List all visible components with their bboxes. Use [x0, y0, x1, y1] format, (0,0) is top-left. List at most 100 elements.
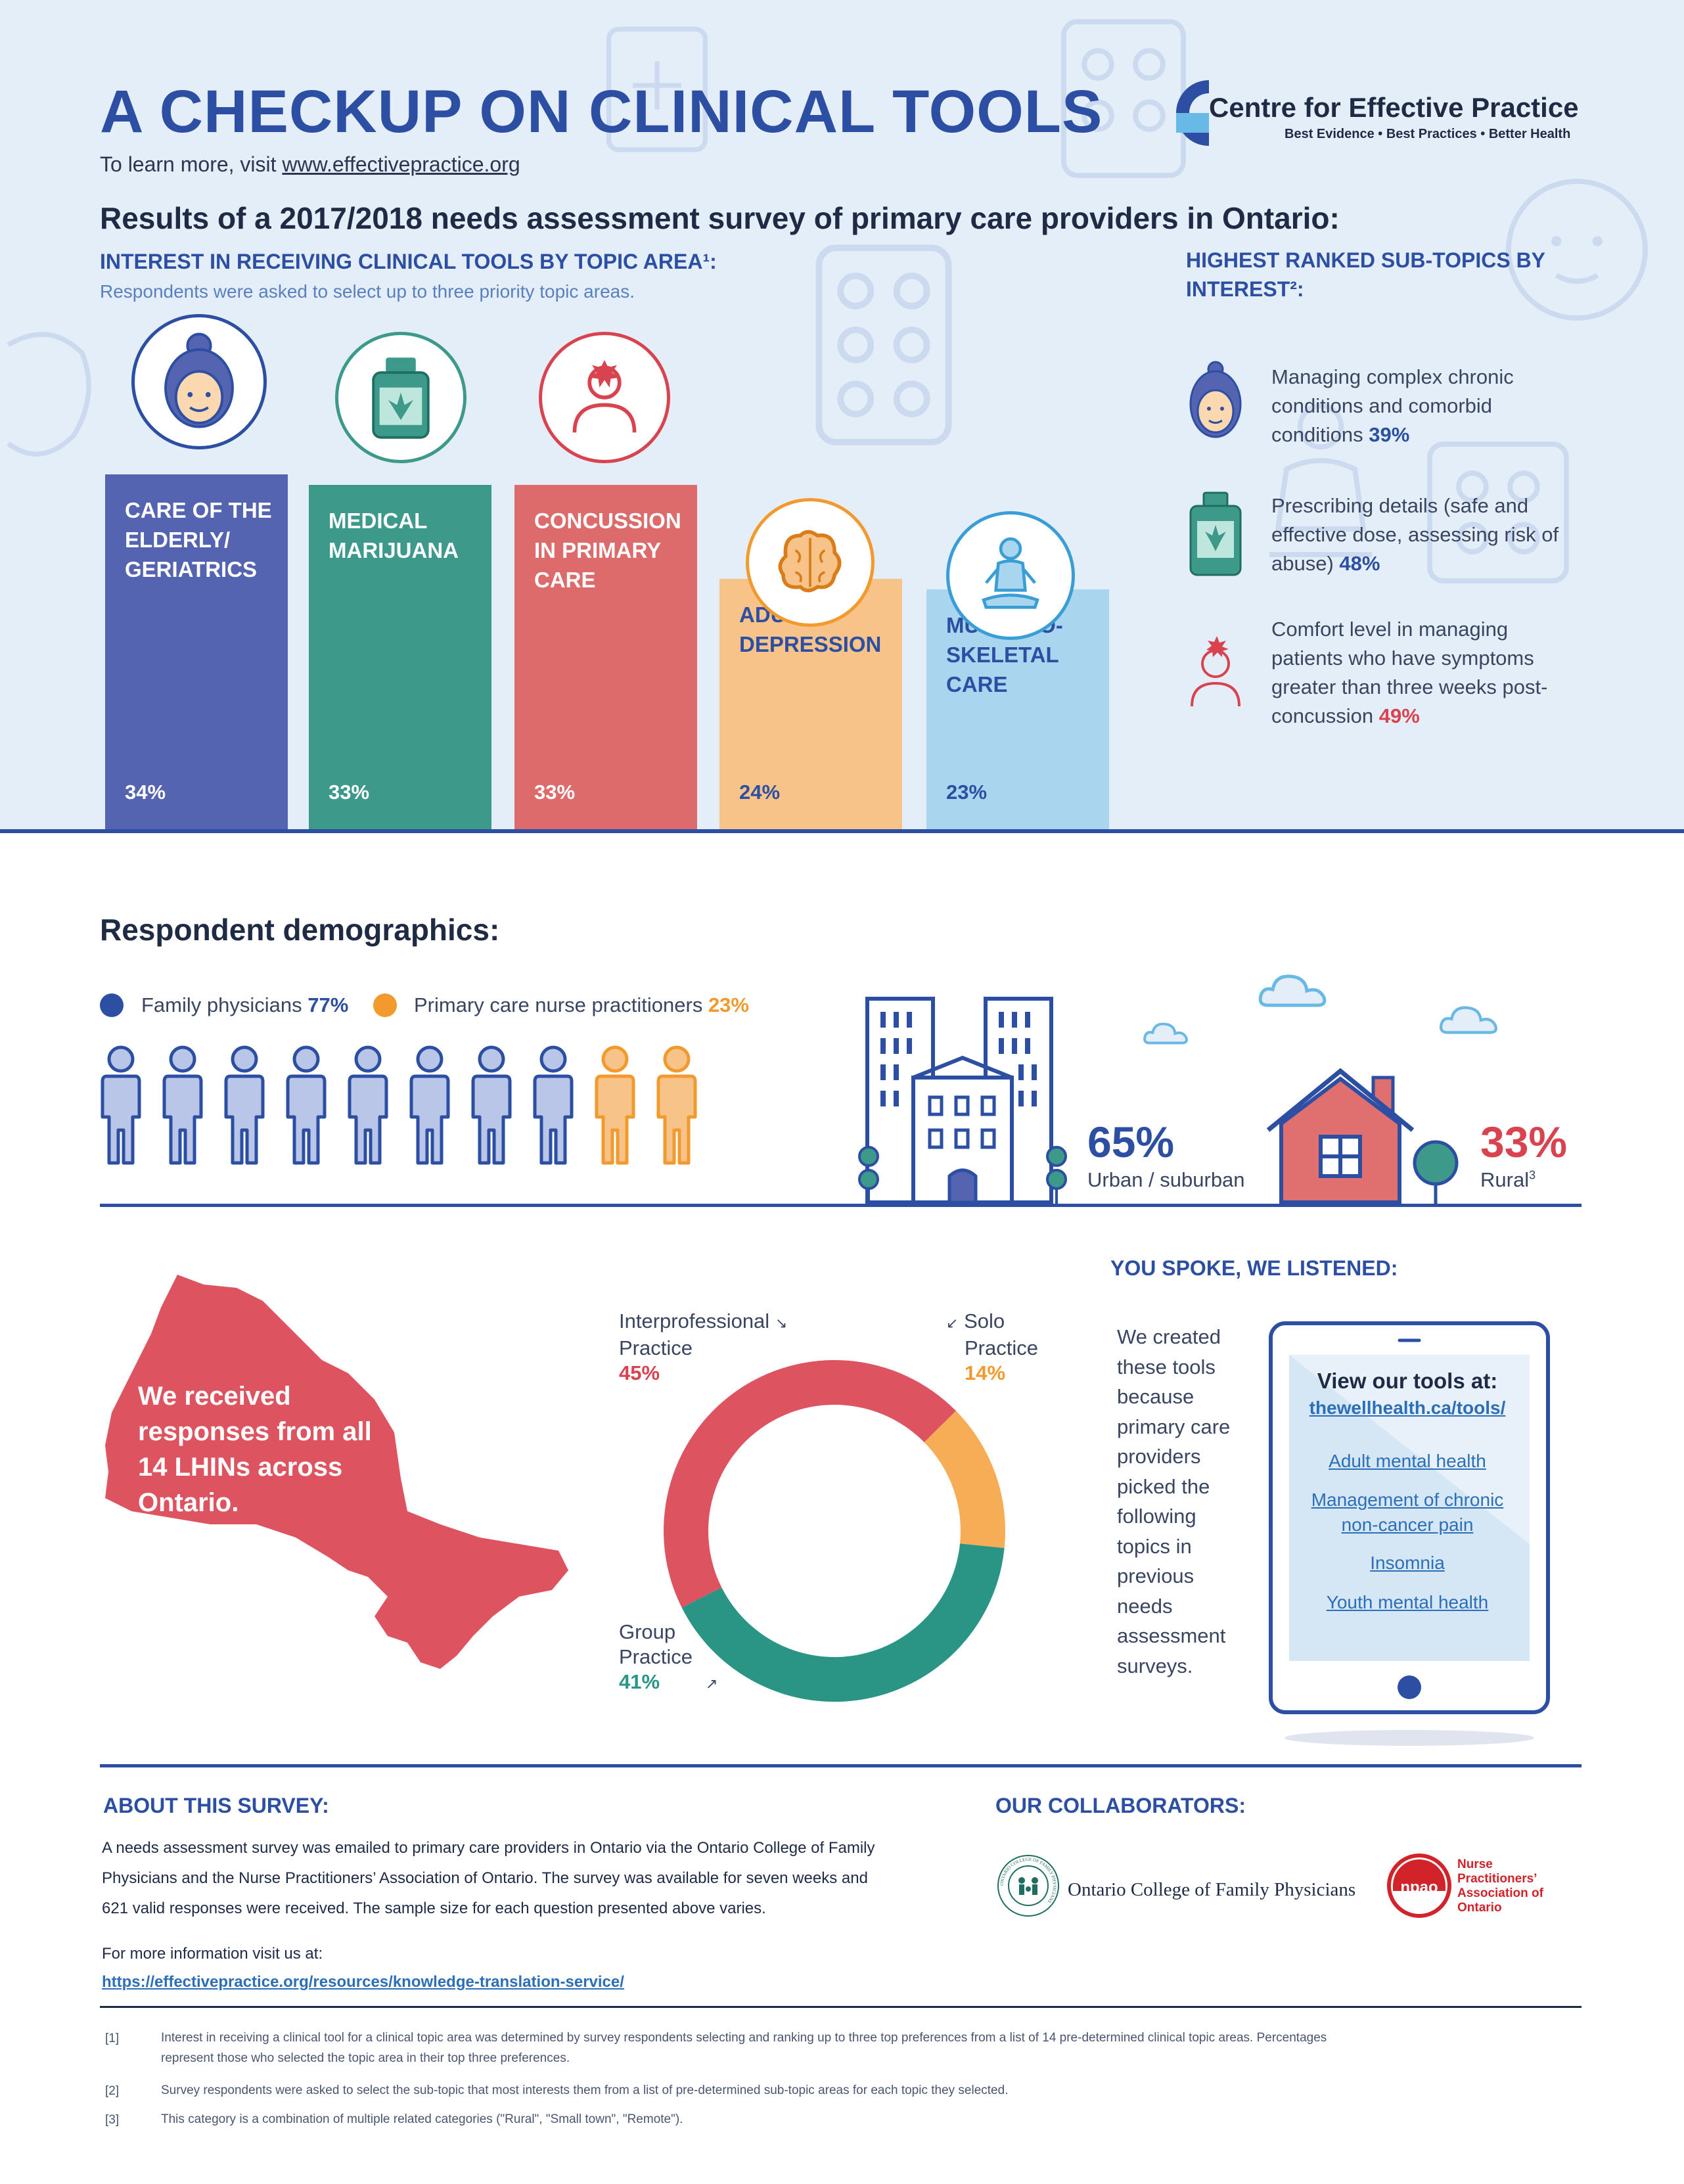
family-physician-legend-dot [100, 993, 124, 1017]
you-spoke-line: topics in [1117, 1534, 1192, 1558]
footnote-line: represent those who selected the topic a… [161, 2051, 570, 2065]
you-spoke-line: these tools [1117, 1355, 1216, 1378]
rural-label: Rural3 [1480, 1168, 1536, 1192]
you-spoke-line: needs [1117, 1594, 1173, 1618]
nurse-practitioner-legend-dot [373, 993, 397, 1017]
lhin-line: 14 LHINs across [138, 1453, 343, 1482]
arrow-icon: ↗ [706, 1675, 718, 1692]
footnote-text: Interest in receiving a clinical tool fo… [161, 2028, 1574, 2068]
you-spoke-line: assessment [1117, 1624, 1226, 1647]
tree-icon [1413, 1140, 1459, 1206]
subtopic-heading-line2: INTEREST²: [1186, 277, 1304, 301]
face-bg-icon [1506, 179, 1648, 321]
more-info-label: For more information visit us at: [102, 1945, 323, 1963]
subtopic-tail: concussion [1271, 704, 1379, 727]
np-pct: 23% [708, 993, 749, 1016]
subtopic-tail: abuse) [1271, 552, 1340, 575]
view-tools-heading: View our tools at: [1317, 1369, 1498, 1393]
section-divider [0, 829, 1684, 833]
you-spoke-heading: YOU SPOKE, WE LISTENED: [1110, 1256, 1398, 1280]
about-line: 621 valid responses were received. The s… [102, 1900, 766, 1917]
footnote-number: [1] [105, 2032, 120, 2045]
tool-link-adult-mental-health[interactable]: Adult mental health [1289, 1449, 1526, 1474]
you-spoke-line: primary care [1117, 1415, 1231, 1438]
you-spoke-line: picked the [1117, 1474, 1210, 1498]
bar-category-line: CARE OF THE [125, 498, 272, 522]
bar-category-line: ELDERLY/ [125, 528, 231, 552]
org-name: Centre for Effective Practice [1209, 92, 1579, 123]
ontario-map [105, 1275, 568, 1669]
interprofessional-line-text: Interprofessional [619, 1309, 770, 1332]
nurse-practitioner-person-icon [656, 1045, 697, 1165]
fp-pct: 77% [307, 993, 349, 1016]
subtopic-heading-line1: HIGHEST RANKED SUB-TOPICS BY [1186, 248, 1546, 272]
tool-link-insomnia[interactable]: Insomnia [1289, 1551, 1526, 1576]
cannabis-bottle-icon [335, 332, 467, 463]
people-pictogram [99, 1045, 710, 1170]
pill-pack-bg-icon [1427, 442, 1569, 583]
brain-icon [746, 498, 875, 627]
topic-area-subheading: Respondents were asked to select up to t… [100, 281, 635, 302]
bar-category-line: GERIATRICS [125, 557, 258, 581]
subtopic-line: conditions and comorbid [1271, 394, 1493, 417]
family-physician-person-icon [348, 1045, 388, 1165]
about-line: A needs assessment survey was emailed to… [102, 1839, 875, 1857]
ocfp-name: Ontario College of Family Physicians [1068, 1879, 1356, 1900]
subtopic-line-last: concussion 49% [1271, 702, 1547, 731]
tablet-shadow [1285, 1730, 1534, 1746]
solo-label: ↙ Solo Practice 14% [946, 1309, 1038, 1386]
bar-value-label: 33% [329, 781, 370, 804]
kts-link[interactable]: https://effectivepractice.org/resources/… [102, 1973, 624, 1991]
bar-value-label: 23% [946, 781, 988, 804]
brain-bg-icon [7, 332, 91, 457]
lhin-line: We received [138, 1382, 291, 1411]
footnote-text: This category is a combination of multip… [161, 2109, 1574, 2129]
you-spoke-line: because [1117, 1385, 1195, 1408]
rural-pct: 33% [1480, 1118, 1568, 1166]
bar-2: MEDICAL MARIJUANA 33% [309, 485, 491, 829]
elderly-woman-icon [1189, 361, 1242, 438]
bar-3: CONCUSSION IN PRIMARY CARE 33% [514, 485, 697, 829]
you-spoke-line: We created [1117, 1325, 1221, 1348]
lhin-statement: We received responses from all 14 LHINs … [138, 1378, 372, 1520]
subtopic-line-last: abuse) 48% [1271, 549, 1559, 578]
donut-slice-group [681, 1543, 1005, 1702]
bar-category-line: CARE [534, 568, 596, 592]
bar-category-line: CONCUSSION [534, 509, 681, 533]
cloud-icon [1439, 1006, 1497, 1034]
family-physician-person-icon [224, 1045, 265, 1165]
group-line: Practice [619, 1645, 693, 1668]
lhin-line: responses from all [138, 1417, 372, 1446]
results-heading: Results of a 2017/2018 needs assessment … [100, 201, 1340, 235]
npao-line: Association of [1457, 1886, 1543, 1900]
you-spoke-line: providers [1117, 1445, 1201, 1468]
solo-line: ↙ Solo [946, 1309, 1038, 1336]
solo-line: Practice [965, 1336, 1038, 1359]
group-label: Group Practice 41% ↗ [619, 1620, 717, 1696]
pill-pack-bg-icon [815, 244, 952, 445]
interprofessional-pct: 45% [619, 1361, 660, 1384]
cloud-icon [1143, 1022, 1188, 1045]
bar-category-line: SKELETAL [946, 643, 1059, 667]
you-spoke-line: following [1117, 1505, 1196, 1528]
npao-line: Nurse [1457, 1857, 1493, 1871]
tool-link-chronic-pain[interactable]: Management of chronic non-cancer pain [1289, 1488, 1526, 1537]
subtopic-text: Prescribing details (safe and effective … [1271, 491, 1559, 578]
website-link[interactable]: www.effectivepractice.org [282, 152, 520, 176]
family-physician-person-icon [471, 1045, 512, 1165]
tool-link-youth-mental-health[interactable]: Youth mental health [1289, 1590, 1526, 1615]
cannabis-bottle-icon [1189, 491, 1242, 576]
main-title: A CHECKUP ON CLINICAL TOOLS [100, 78, 1103, 145]
bar-value-label: 34% [125, 781, 166, 804]
urban-label: Urban / suburban [1087, 1168, 1245, 1191]
bar-category-label: CARE OF THE ELDERLY/GERIATRICS [125, 495, 272, 584]
house-icon [1266, 1068, 1415, 1204]
family-physician-person-icon [409, 1045, 450, 1165]
npao-name: Nurse Practitioners’ Association of Onta… [1457, 1857, 1543, 1915]
tools-url-link[interactable]: thewellhealth.ca/tools/ [1309, 1398, 1506, 1418]
subtopic-line: effective dose, assessing risk of [1271, 523, 1559, 546]
cep-logo-icon [1176, 80, 1209, 146]
subtopic-line: Prescribing details (safe and [1271, 494, 1529, 517]
survey-divider [100, 1764, 1582, 1767]
demographics-divider [100, 1204, 1582, 1207]
